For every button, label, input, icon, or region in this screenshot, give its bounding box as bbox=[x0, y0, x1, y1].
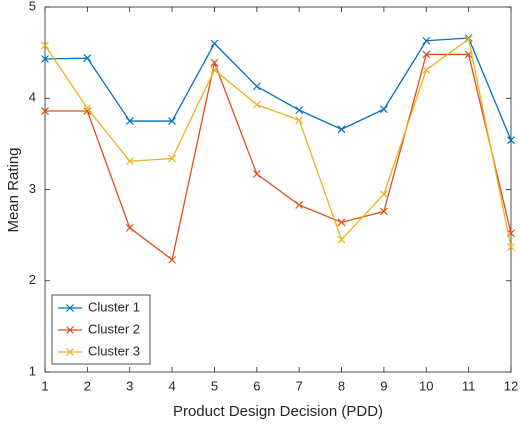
point-marker bbox=[379, 105, 388, 114]
point-marker bbox=[422, 50, 431, 59]
point-marker bbox=[41, 41, 49, 50]
series-line bbox=[45, 53, 512, 261]
point-marker bbox=[379, 207, 388, 216]
point-marker bbox=[422, 36, 431, 45]
x-tick-label: 7 bbox=[296, 378, 303, 393]
x-tick-label: 10 bbox=[419, 378, 433, 393]
x-tick-label: 5 bbox=[211, 378, 218, 393]
series-line bbox=[44, 37, 512, 141]
legend-label: Cluster 2 bbox=[88, 321, 140, 336]
point-marker bbox=[168, 154, 177, 163]
point-marker bbox=[422, 66, 431, 74]
point-marker bbox=[210, 39, 219, 48]
x-tick-label: 11 bbox=[462, 378, 476, 393]
point-marker bbox=[41, 55, 49, 63]
y-tick-label: 1 bbox=[29, 363, 36, 378]
legend-marker bbox=[66, 348, 74, 356]
point-marker bbox=[168, 117, 177, 125]
point-marker bbox=[507, 136, 515, 145]
x-tick-label: 8 bbox=[338, 378, 345, 393]
y-tick-label: 5 bbox=[29, 0, 36, 13]
x-tick-label: 12 bbox=[504, 378, 518, 393]
point-marker bbox=[41, 107, 49, 115]
series-line bbox=[44, 37, 512, 248]
point-marker bbox=[507, 243, 515, 251]
legend-label: Cluster 3 bbox=[88, 343, 140, 358]
point-marker bbox=[295, 116, 304, 125]
point-marker bbox=[379, 190, 388, 198]
x-axis-title: Product Design Decision (PDD) bbox=[173, 403, 383, 420]
x-tick-label: 6 bbox=[253, 378, 260, 393]
point-marker bbox=[252, 82, 261, 91]
point-marker bbox=[295, 201, 304, 209]
point-marker bbox=[464, 35, 473, 43]
point-marker bbox=[168, 255, 177, 264]
x-tick-label: 3 bbox=[126, 378, 133, 393]
point-marker bbox=[125, 117, 134, 125]
x-tick-label: 9 bbox=[380, 378, 387, 393]
x-tick-label: 2 bbox=[84, 378, 91, 393]
point-marker bbox=[252, 100, 261, 109]
y-axis-title: Mean Rating bbox=[5, 147, 22, 232]
legend-marker bbox=[66, 304, 74, 312]
point-marker bbox=[83, 107, 92, 115]
y-tick-label: 2 bbox=[29, 272, 36, 287]
y-tick-label: 4 bbox=[29, 90, 36, 105]
x-tick-label: 4 bbox=[168, 378, 175, 393]
point-marker bbox=[125, 223, 134, 232]
point-marker bbox=[83, 104, 92, 113]
point-marker bbox=[83, 54, 92, 63]
point-marker bbox=[295, 106, 304, 115]
legend-marker bbox=[66, 326, 74, 334]
legend-label: Cluster 1 bbox=[88, 299, 140, 314]
point-marker bbox=[337, 218, 346, 227]
point-marker bbox=[337, 235, 346, 244]
point-marker bbox=[210, 58, 219, 67]
point-marker bbox=[337, 125, 346, 134]
point-marker bbox=[125, 157, 134, 166]
x-tick-label: 1 bbox=[41, 378, 48, 393]
point-marker bbox=[252, 170, 261, 178]
point-marker bbox=[210, 66, 219, 74]
y-tick-label: 3 bbox=[29, 181, 36, 196]
legend: Cluster 1 Cluster 2 Cluster 3 bbox=[51, 294, 151, 365]
